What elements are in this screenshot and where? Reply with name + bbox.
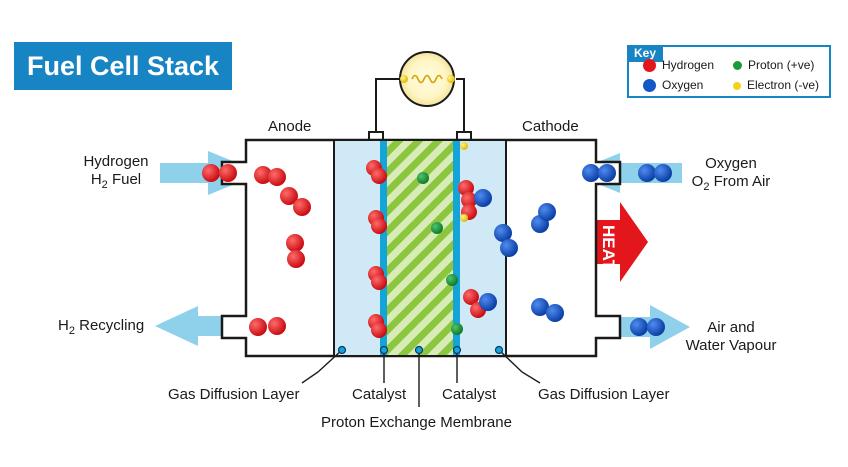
oxygen-line1: Oxygen — [705, 155, 757, 172]
oxygen-atom — [654, 164, 672, 182]
legend-label: Electron (-ve) — [747, 78, 820, 92]
pointer-lines — [301, 349, 541, 407]
air-out-line1: Air and — [707, 319, 755, 336]
cathode-label: Cathode — [522, 118, 579, 135]
hydrogen-atom — [280, 187, 298, 205]
hydrogen-atom — [371, 168, 387, 184]
legend-label: Oxygen — [662, 78, 704, 92]
catalyst-right — [453, 141, 460, 355]
oxygen-atom — [538, 203, 556, 221]
heat-arrow — [596, 202, 648, 282]
hydrogen-atom — [458, 180, 474, 196]
electron-dot-icon — [733, 81, 741, 90]
pointer-dots — [337, 345, 504, 355]
hydrogen-atom — [268, 317, 286, 335]
legend-label: Hydrogen — [662, 58, 715, 72]
catalyst-right-label: Catalyst — [442, 386, 497, 403]
electron — [460, 214, 468, 222]
page-title: Fuel Cell Stack — [14, 42, 232, 90]
membrane-label: Proton Exchange Membrane — [321, 414, 512, 431]
hydrogen-fuel-line1: Hydrogen — [83, 153, 149, 170]
oxygen-atom — [531, 298, 549, 316]
h2-recycling-label: H2 Recycling — [58, 317, 145, 337]
hydrogen-atom — [254, 166, 272, 184]
molecules — [202, 142, 672, 338]
oxygen-atom — [479, 293, 497, 311]
oxygen-line2: O2 From Air — [691, 173, 771, 193]
air-out-line2: Water Vapour — [685, 337, 777, 354]
hydrogen-atom — [371, 274, 387, 290]
heat-label: HEAT — [599, 225, 618, 271]
gas-diffusion-layer-left-label: Gas Diffusion Layer — [168, 386, 300, 403]
gas-diffusion-layer-right-label: Gas Diffusion Layer — [538, 386, 670, 403]
hydrogen-atom — [268, 168, 286, 186]
hydrogen-atom — [287, 250, 305, 268]
hydrogen-atom — [293, 198, 311, 216]
legend-item-oxygen: Oxygen — [643, 78, 704, 93]
oxygen-atom — [494, 224, 512, 242]
proton — [446, 274, 458, 286]
hydrogen-atom — [202, 164, 220, 182]
oxygen-atom — [582, 164, 600, 182]
oxygen-from-air-label: Oxygen O2 From Air — [676, 155, 786, 196]
electron — [460, 142, 468, 150]
air-water-vapour-label: Air and Water Vapour — [676, 319, 786, 355]
proton — [417, 172, 429, 184]
cell-body — [220, 138, 622, 358]
gas-diffusion-layer-right — [457, 139, 507, 357]
oxygen-dot-icon — [643, 79, 656, 93]
hydrogen-atom — [286, 234, 304, 252]
legend-item-proton: Proton (+ve) — [733, 58, 814, 72]
oxygen-atom — [638, 164, 656, 182]
hydrogen-fuel-line2: H2 Fuel — [90, 171, 142, 191]
anode-label: Anode — [268, 118, 312, 135]
legend-item-hydrogen: Hydrogen — [643, 58, 715, 73]
light-bulb-icon — [399, 51, 455, 107]
oxygen-atom — [630, 318, 648, 336]
oxygen-atom — [500, 239, 518, 257]
catalyst-left — [380, 141, 387, 355]
hydrogen-fuel-label: Hydrogen H2 Fuel — [68, 153, 164, 194]
oxygen-atom — [647, 318, 665, 336]
hydrogen-atom — [219, 164, 237, 182]
proton — [451, 323, 463, 335]
legend-item-electron: Electron (-ve) — [733, 78, 819, 92]
hydrogen-atom — [461, 192, 477, 208]
oxygen-atom — [546, 304, 564, 322]
catalyst-left-label: Catalyst — [352, 386, 407, 403]
hydrogen-dot-icon — [643, 59, 656, 73]
legend: Key Hydrogen Proton (+ve) Oxygen Electro… — [627, 45, 831, 98]
hydrogen-atom — [463, 289, 479, 305]
oxygen-atom — [598, 164, 616, 182]
hydrogen-atom — [249, 318, 267, 336]
oxygen-atom — [474, 189, 492, 207]
proton-dot-icon — [733, 61, 742, 71]
hydrogen-atom — [371, 322, 387, 338]
hydrogen-atom — [371, 218, 387, 234]
legend-title: Key — [627, 45, 663, 62]
legend-label: Proton (+ve) — [748, 58, 815, 72]
proton — [431, 222, 443, 234]
